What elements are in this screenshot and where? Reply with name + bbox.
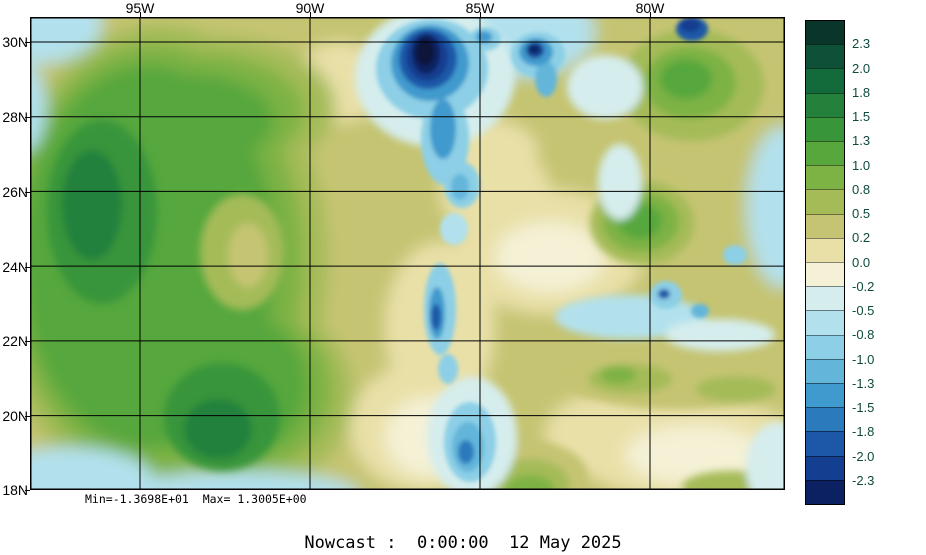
lat-tick-label: 18N <box>2 482 28 498</box>
colorbar-tick-label: -2.0 <box>852 448 875 464</box>
colorbar-block <box>806 213 844 238</box>
lon-tick-label: 85W <box>465 0 495 16</box>
colorbar-block <box>806 262 844 287</box>
colorbar-tick-label: 0.5 <box>852 206 871 221</box>
lon-tick-label: 95W <box>125 0 155 16</box>
lat-tick-label: 30N <box>2 34 28 50</box>
colorbar-block <box>806 44 844 69</box>
colorbar-block <box>806 383 844 408</box>
colorbar-tick-label: 1.8 <box>852 84 871 100</box>
colorbar-tick-label: -2.3 <box>852 472 875 488</box>
colorbar-block <box>806 407 844 432</box>
colorbar-block <box>806 116 844 142</box>
colorbar-tick-label: 1.5 <box>852 109 871 124</box>
grid-lines <box>30 17 785 490</box>
colorbar-block <box>806 92 844 117</box>
lat-tick-label: 22N <box>2 333 28 349</box>
colorbar-block <box>806 286 844 311</box>
lat-tick-label: 26N <box>2 184 28 200</box>
colorbar-tick-label: -1.5 <box>852 400 875 415</box>
lat-tick-label: 28N <box>2 109 28 125</box>
colorbar-block <box>806 479 844 505</box>
anomaly-field-plot <box>30 17 785 490</box>
colorbar-tick-label: 2.3 <box>852 36 871 52</box>
colorbar-blocks <box>805 20 845 505</box>
colorbar-tick-label: -1.8 <box>852 424 875 440</box>
colorbar-tick-label: -1.0 <box>852 351 875 367</box>
lon-tick-label: 80W <box>635 0 665 16</box>
lon-tick-label: 90W <box>295 0 325 16</box>
map-frame <box>30 17 785 490</box>
colorbar-tick-label: 0.2 <box>852 230 871 246</box>
negative-anomaly-spots <box>376 17 747 482</box>
colorbar-block <box>806 358 844 384</box>
colorbar-tick-label: 0.8 <box>852 181 871 197</box>
colorbar-block <box>806 165 844 190</box>
colorbar-tick-label: -0.8 <box>852 327 875 343</box>
lat-tick-label: 20N <box>2 408 28 424</box>
colorbar-block <box>806 189 844 214</box>
colorbar-tick-label: 0.0 <box>852 254 871 270</box>
colorbar-block <box>806 68 844 93</box>
colorbar-tick-label: -0.2 <box>852 278 875 294</box>
colorbar-block <box>806 237 844 263</box>
lat-tick-mark <box>25 490 30 491</box>
colorbar-tick-label: 1.0 <box>852 157 871 173</box>
plot-caption: Nowcast : 0:00:00 12 May 2025 <box>304 533 622 553</box>
colorbar-block <box>806 310 844 335</box>
colorbar-labels: 2.3 2.0 1.8 1.5 1.3 1.0 0.8 0.5 0.2 0.0 -0.2 -0.5 -0… <box>852 20 912 510</box>
colorbar-block <box>806 431 844 456</box>
colorbar-tick-label: 2.0 <box>852 60 871 76</box>
colorbar-block <box>806 455 844 480</box>
colorbar-tick-label: 1.3 <box>852 133 871 149</box>
colorbar-tick-label: -0.5 <box>852 303 875 318</box>
colorbar-block <box>806 141 844 166</box>
lat-tick-label: 24N <box>2 259 28 275</box>
colorbar-block <box>806 21 844 45</box>
min-max-readout: Min=-1.3698E+01 Max= 1.3005E+00 <box>85 492 307 506</box>
colorbar-block <box>806 334 844 359</box>
colorbar-tick-label: -1.3 <box>852 375 875 391</box>
